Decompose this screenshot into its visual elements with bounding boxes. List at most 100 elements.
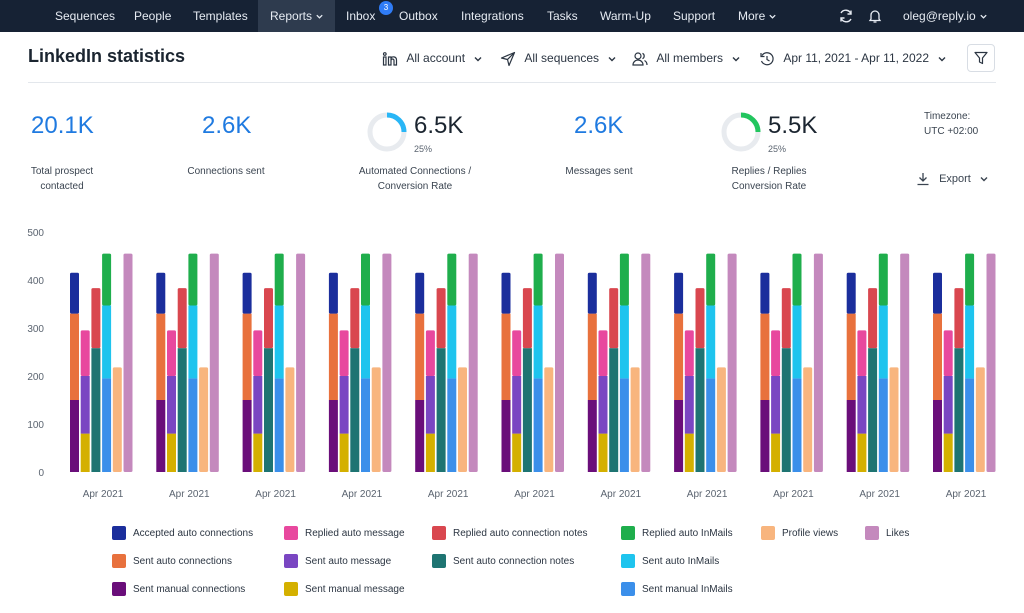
bar-segment: [371, 367, 381, 472]
bar-segment: [167, 376, 176, 434]
legend-item[interactable]: Profile views: [761, 526, 838, 542]
nav-item-outbox[interactable]: Outbox: [389, 0, 448, 32]
y-tick-label: 400: [27, 276, 44, 287]
legend-item[interactable]: Replied auto InMails: [621, 526, 733, 542]
bar-segment: [339, 376, 349, 434]
bar-segment: [264, 288, 273, 349]
legend-item[interactable]: Accepted auto connections: [112, 526, 253, 542]
bar-segment: [954, 348, 964, 472]
bar-segment: [80, 433, 90, 472]
nav-item-templates[interactable]: Templates: [183, 0, 258, 32]
stat-label-messages-sent: Messages sent: [565, 166, 633, 177]
nav-item-people[interactable]: People: [124, 0, 181, 32]
nav-item-more[interactable]: More: [728, 0, 787, 32]
bell-icon[interactable]: [867, 8, 883, 24]
sequences-filter[interactable]: All sequences: [500, 48, 617, 68]
date-range-label: Apr 11, 2021 - Apr 11, 2022: [783, 51, 930, 65]
y-tick-label: 0: [38, 468, 44, 479]
nav-label: Support: [673, 9, 716, 23]
legend-label: Sent manual connections: [133, 584, 246, 595]
filter-icon: [974, 51, 988, 65]
legend-item[interactable]: Sent manual InMails: [621, 582, 733, 598]
bar-segment: [253, 376, 263, 434]
x-tick-label: Apr 2021: [514, 489, 555, 500]
chevron-down-icon: [316, 15, 323, 20]
bar-segment: [361, 253, 370, 306]
stat-label-line: contacted: [40, 181, 84, 192]
bar-segment: [328, 400, 338, 472]
legend-item[interactable]: Likes: [865, 526, 909, 542]
legend-item[interactable]: Sent auto InMails: [621, 554, 719, 570]
bar-segment: [943, 433, 953, 472]
nav-item-tasks[interactable]: Tasks: [537, 0, 588, 32]
nav-label: Sequences: [55, 9, 116, 23]
bar-segment: [339, 433, 349, 472]
bar-segment: [965, 253, 975, 306]
stat-label-line: Conversion Rate: [731, 181, 807, 192]
legend-item[interactable]: Sent auto connection notes: [432, 554, 574, 570]
nav-item-integrations[interactable]: Integrations: [451, 0, 534, 32]
x-tick-label: Apr 2021: [859, 489, 900, 500]
bar-segment: [846, 400, 856, 472]
filter-button[interactable]: [967, 44, 995, 72]
bar-segment: [857, 330, 867, 376]
date-range-filter[interactable]: Apr 11, 2021 - Apr 11, 2022: [759, 48, 947, 68]
chevron-down-icon: [938, 56, 946, 62]
legend-item[interactable]: Sent auto message: [284, 554, 391, 570]
refresh-icon[interactable]: [838, 8, 854, 24]
bar-segment: [684, 376, 694, 434]
bar-segment: [156, 272, 166, 314]
bar-segment: [933, 313, 942, 400]
chevron-down-icon: [474, 56, 482, 62]
bar-segment: [242, 313, 252, 400]
legend-label: Sent auto InMails: [642, 556, 720, 567]
legend-item[interactable]: Replied auto connection notes: [432, 526, 588, 542]
legend-item[interactable]: Sent auto connections: [112, 554, 232, 570]
account-filter[interactable]: All account: [382, 48, 483, 68]
legend-swatch: [284, 554, 298, 569]
bar-segment: [674, 400, 684, 472]
bar-segment: [641, 253, 651, 472]
bar-segment: [415, 272, 425, 314]
bar-segment: [70, 313, 79, 400]
x-tick-label: Apr 2021: [601, 489, 642, 500]
export-button[interactable]: Export: [916, 172, 989, 186]
bar-segment: [900, 253, 910, 472]
x-tick-label: Apr 2021: [946, 489, 987, 500]
bar-segment: [274, 305, 284, 379]
x-tick-label: Apr 2021: [428, 489, 469, 500]
bar-segment: [792, 253, 802, 306]
history-icon: [760, 51, 774, 66]
bar-segment: [102, 378, 112, 472]
bar-segment: [868, 288, 878, 349]
bar-segment: [684, 330, 694, 376]
legend-item[interactable]: Sent manual message: [284, 582, 405, 598]
stat-label-automated-connections: Automated Connections / Conversion Rate: [345, 164, 485, 194]
bar-segment: [706, 378, 716, 472]
nav-item-warm-up[interactable]: Warm-Up: [590, 0, 661, 32]
nav-item-support[interactable]: Support: [663, 0, 725, 32]
bar-segment: [609, 348, 619, 472]
bar-segment: [803, 367, 813, 472]
bar-segment: [188, 253, 198, 306]
header-divider: [28, 82, 996, 83]
bar-segment: [674, 272, 684, 314]
nav-label: Integrations: [461, 9, 524, 23]
bar-segment: [242, 272, 252, 314]
nav-item-reports[interactable]: Reports: [258, 0, 335, 32]
conversion-ring-automated: [367, 112, 407, 152]
sequences-filter-label: All sequences: [524, 51, 600, 65]
nav-item-sequences[interactable]: Sequences: [44, 0, 126, 32]
bar-segment: [781, 348, 791, 472]
bar-segment: [943, 376, 953, 434]
nav-item-inbox[interactable]: Inbox: [336, 0, 385, 32]
user-menu[interactable]: oleg@reply.io: [903, 0, 988, 32]
bar-segment: [242, 400, 252, 472]
legend-item[interactable]: Replied auto message: [284, 526, 405, 542]
stat-pct-automated-connections: 25%: [414, 144, 433, 154]
bar-segment: [285, 367, 295, 472]
bar-segment: [296, 253, 306, 472]
bar-segment: [878, 305, 888, 379]
members-filter[interactable]: All members: [632, 48, 741, 68]
legend-item[interactable]: Sent manual connections: [112, 582, 245, 598]
